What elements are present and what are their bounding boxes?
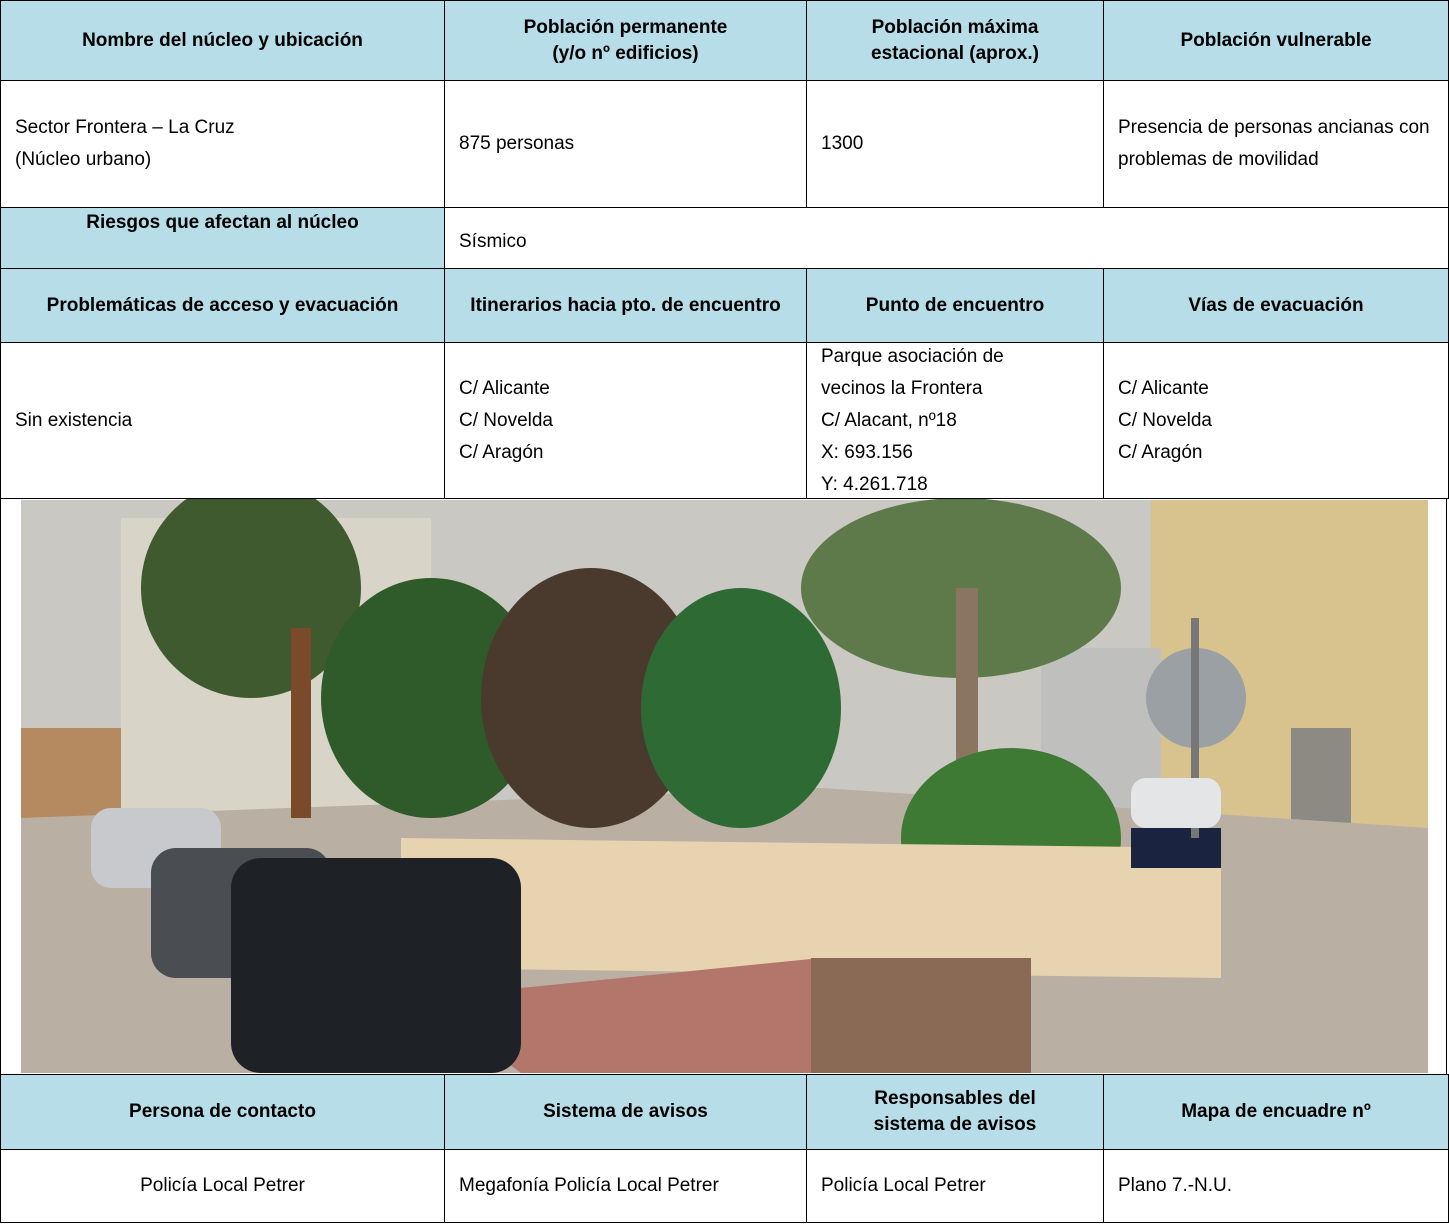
cell-text: Problemáticas de acceso y evacuación (46, 294, 399, 316)
cell-text: estacional (aprox.) (871, 42, 1039, 64)
header-cell: Sistema de avisos (444, 1074, 807, 1150)
table-cell: Plano 7.-N.U. (1103, 1149, 1449, 1223)
cell-text: X: 693.156 (821, 441, 913, 463)
trunk (291, 628, 311, 818)
cell-text: C/ Alicante (1118, 377, 1209, 399)
photo-frame (0, 478, 1447, 1075)
header-cell: Problemáticas de acceso y evacuación (0, 268, 445, 343)
cell-text: Sísmico (459, 231, 527, 252)
cell-text: Punto de encuentro (865, 294, 1045, 316)
wall (401, 838, 1221, 978)
cell-text: Sistema de avisos (543, 1101, 708, 1122)
cell-text: Mapa de encuadre nº (1181, 1101, 1371, 1122)
pole (1191, 618, 1199, 838)
header-cell: Población máxima estacional (aprox.) (806, 0, 1104, 81)
cell-text: C/ Novelda (459, 409, 553, 431)
cell-text: Riesgos que afectan al núcleo (86, 212, 359, 233)
cell-text: C/ Alicante (459, 377, 550, 399)
header-cell: Itinerarios hacia pto. de encuentro (444, 268, 807, 343)
table-cell: Sector Frontera – La Cruz (Núcleo urbano) (0, 80, 445, 208)
table-cell: Sísmico (444, 207, 1449, 269)
tree (481, 568, 701, 828)
header-cell: Nombre del núcleo y ubicación (0, 0, 445, 81)
cell-text: C/ Novelda (1118, 409, 1212, 431)
cell-text: Población vulnerable (1180, 29, 1372, 51)
cell-text: Nombre del núcleo y ubicación (82, 29, 363, 51)
sidewalk (421, 958, 841, 1073)
header-cell: Mapa de encuadre nº (1103, 1074, 1449, 1150)
header-cell: Población vulnerable (1103, 0, 1449, 81)
table-cell: Policía Local Petrer (0, 1149, 445, 1223)
table-cell: 1300 (806, 80, 1104, 208)
table-cell: C/ Alicante C/ Novelda C/ Aragón (1103, 342, 1449, 499)
cell-text: Persona de contacto (129, 1101, 316, 1122)
trunk (956, 588, 978, 808)
table-cell: Megafonía Policía Local Petrer (444, 1149, 807, 1223)
cell-text: vecinos la Frontera (821, 377, 983, 399)
cell-text: C/ Aragón (459, 441, 544, 463)
tree (641, 588, 841, 828)
street-photo (21, 478, 1428, 1073)
header-cell: Persona de contacto (0, 1074, 445, 1150)
table-cell: 875 personas (444, 80, 807, 208)
table-cell: Policía Local Petrer (806, 1149, 1104, 1223)
cell-text: 1300 (821, 133, 864, 154)
cell-text: Plano 7.-N.U. (1118, 1175, 1233, 1196)
cell-text: Sector Frontera – La Cruz (15, 117, 235, 138)
cell-text: Policía Local Petrer (821, 1175, 986, 1196)
cell-text: C/ Aragón (1118, 441, 1203, 463)
header-cell: Punto de encuentro (806, 268, 1104, 343)
cell-text: sistema de avisos (873, 1114, 1037, 1135)
cell-text: Policía Local Petrer (140, 1175, 305, 1196)
cell-text: Megafonía Policía Local Petrer (459, 1175, 719, 1196)
cell-text: Responsables del (874, 1088, 1036, 1109)
table-cell: Sin existencia (0, 342, 445, 499)
cell-text: (y/o nº edificios) (552, 42, 699, 64)
tree (321, 578, 541, 818)
cell-text: Vías de evacuación (1188, 294, 1364, 316)
table-cell: Riesgos que afectan al núcleo (0, 207, 445, 269)
cell-text: Presencia de personas ancianas con probl… (1118, 117, 1430, 170)
cell-text: Población máxima (871, 16, 1039, 38)
bin (811, 958, 1031, 1073)
table-cell: Presencia de personas ancianas con probl… (1103, 80, 1449, 208)
car (231, 858, 521, 1073)
cell-text: Parque asociación de (821, 345, 1004, 367)
cell-text: 875 personas (459, 133, 575, 154)
car (1131, 778, 1221, 828)
cell-text: (Núcleo urbano) (15, 149, 152, 170)
header-cell: Responsables del sistema de avisos (806, 1074, 1104, 1150)
header-cell: Vías de evacuación (1103, 268, 1449, 343)
cell-text: Y: 4.261.718 (821, 473, 928, 495)
table-cell: C/ Alicante C/ Novelda C/ Aragón (444, 342, 807, 499)
cell-text: Itinerarios hacia pto. de encuentro (470, 294, 781, 316)
cell-text: Población permanente (523, 16, 728, 38)
table-cell: Parque asociación de vecinos la Frontera C… (806, 342, 1104, 499)
cell-text: C/ Alacant, nº18 (821, 409, 957, 431)
cell-text: Sin existencia (15, 409, 133, 431)
wall-cap (1131, 828, 1221, 868)
header-cell: Población permanente (y/o nº edificios) (444, 0, 807, 81)
